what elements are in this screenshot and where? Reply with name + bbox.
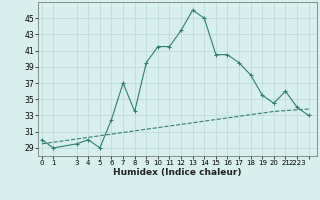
X-axis label: Humidex (Indice chaleur): Humidex (Indice chaleur) [113,168,242,177]
